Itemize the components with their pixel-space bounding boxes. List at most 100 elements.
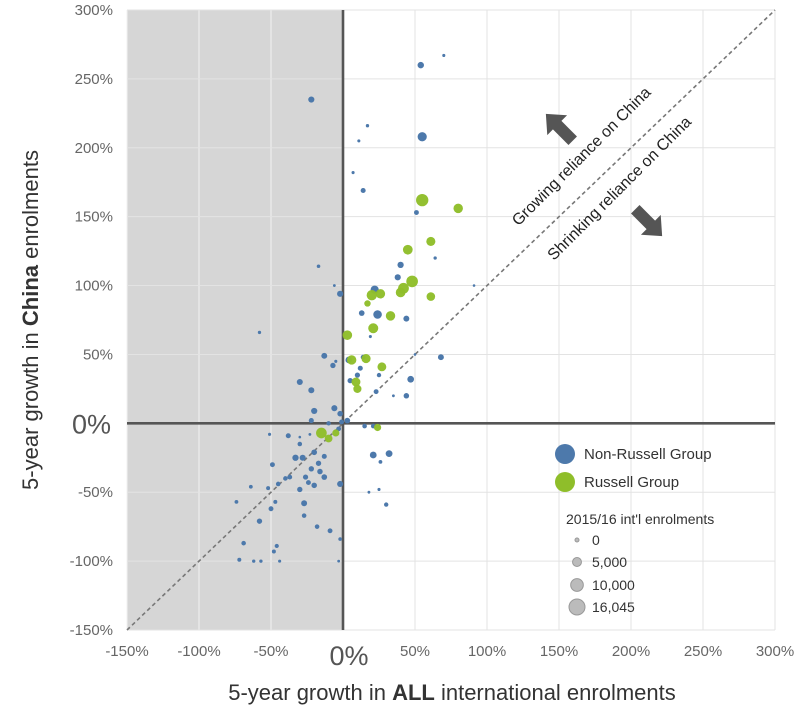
y-axis-title-bold: China: [18, 264, 43, 326]
russell-point: [416, 193, 429, 207]
x-axis-title-suffix: international enrolments: [435, 680, 676, 705]
non-russell-point: [413, 210, 419, 215]
non-russell-point: [337, 290, 344, 297]
non-russell-point: [297, 486, 303, 493]
non-russell-point: [472, 284, 476, 287]
legend-non-russell-swatch: [555, 444, 575, 464]
russell-point: [385, 311, 396, 321]
non-russell-point: [378, 460, 383, 464]
russell-point: [366, 290, 377, 301]
non-russell-point: [351, 171, 355, 175]
non-russell-point: [337, 559, 341, 563]
non-russell-point: [369, 451, 377, 459]
legend-russell-label: Russell Group: [584, 474, 679, 491]
non-russell-point: [433, 256, 437, 260]
non-russell-point: [331, 405, 338, 412]
y-tick-label: 50%: [83, 346, 113, 363]
russell-point: [324, 434, 333, 443]
non-russell-point: [308, 96, 315, 103]
non-russell-point: [377, 487, 381, 492]
non-russell-point: [337, 480, 344, 487]
x-tick-label: 100%: [468, 643, 506, 660]
russell-point: [316, 427, 327, 439]
non-russell-point: [285, 433, 291, 439]
non-russell-point: [317, 468, 323, 475]
size-legend-circle: [570, 578, 584, 592]
non-russell-point: [297, 441, 303, 447]
shrinking-reliance-arrow-icon: [631, 205, 663, 237]
x-tick-label: -50%: [253, 643, 288, 660]
russell-point: [453, 203, 463, 214]
x-tick-label: 250%: [684, 643, 722, 660]
x-tick-label: 300%: [756, 643, 794, 660]
non-russell-point: [268, 432, 272, 436]
non-russell-point: [314, 524, 320, 529]
size-legend-circle: [572, 557, 582, 567]
non-russell-point: [273, 499, 278, 504]
non-russell-point: [358, 310, 365, 316]
non-russell-point: [334, 359, 338, 363]
non-russell-point: [298, 435, 302, 439]
non-russell-point: [274, 543, 279, 549]
non-russell-point: [354, 372, 361, 378]
non-russell-point: [296, 378, 303, 386]
legend: Non-Russell Group Russell Group 2015/16 …: [555, 444, 714, 616]
non-russell-point: [283, 476, 288, 481]
non-russell-point: [311, 407, 318, 415]
x-axis-title-prefix: 5-year growth in: [228, 680, 392, 705]
non-russell-point: [360, 187, 366, 194]
y-tick-label: -150%: [70, 622, 113, 639]
y-tick-label: 200%: [75, 140, 113, 157]
non-russell-point: [271, 549, 276, 554]
y-tick-label: 250%: [75, 71, 113, 88]
non-russell-point: [407, 375, 415, 383]
russell-point: [351, 377, 361, 387]
non-russell-point: [308, 432, 312, 436]
non-russell-point: [385, 450, 393, 458]
non-russell-point: [403, 393, 410, 399]
non-russell-point: [327, 528, 333, 534]
non-russell-point: [311, 449, 318, 456]
non-russell-point: [339, 419, 345, 425]
non-russell-point: [275, 481, 281, 487]
non-russell-point: [268, 506, 274, 512]
legend-russell-swatch: [555, 472, 575, 492]
size-legend-label: 10,000: [592, 577, 635, 593]
y-zero-label: 0%: [72, 409, 111, 439]
negative-growth-shaded-region: [127, 10, 343, 630]
size-legend: 0 5,000 10,000 16,045: [568, 532, 635, 616]
size-legend-circle: [568, 598, 586, 616]
non-russell-point: [373, 389, 379, 395]
non-russell-point: [321, 453, 327, 459]
non-russell-point: [321, 352, 328, 359]
non-russell-point: [308, 387, 315, 394]
non-russell-point: [308, 466, 314, 472]
x-tick-label: -100%: [177, 643, 220, 660]
non-russell-point: [278, 559, 282, 563]
x-axis-title: 5-year growth in ALL international enrol…: [228, 680, 676, 705]
non-russell-point: [384, 502, 389, 507]
russell-point: [426, 236, 436, 247]
non-russell-point: [344, 417, 351, 424]
non-russell-point: [321, 474, 328, 480]
non-russell-point: [330, 362, 336, 369]
parity-diagonal-line: [126, 9, 776, 631]
non-russell-point: [266, 486, 271, 491]
russell-point: [395, 287, 406, 298]
axis-tick-labels: -150% -100% -50% 50% 100% 150% 200% 250% 300% 300…: [70, 2, 795, 660]
non-russell-point: [357, 365, 363, 371]
non-russell-point: [442, 53, 446, 58]
non-russell-point: [237, 557, 242, 562]
y-tick-label: 150%: [75, 209, 113, 226]
russell-point: [346, 355, 357, 365]
russell-point: [402, 244, 413, 255]
size-legend-label: 5,000: [592, 554, 627, 570]
y-tick-label: -50%: [78, 484, 113, 501]
russell-point: [373, 423, 382, 432]
non-russell-point: [337, 410, 343, 417]
non-russell-point: [248, 484, 253, 489]
non-russell-point: [362, 423, 367, 429]
x-tick-label: 50%: [400, 643, 430, 660]
non-russell-point: [437, 354, 444, 361]
